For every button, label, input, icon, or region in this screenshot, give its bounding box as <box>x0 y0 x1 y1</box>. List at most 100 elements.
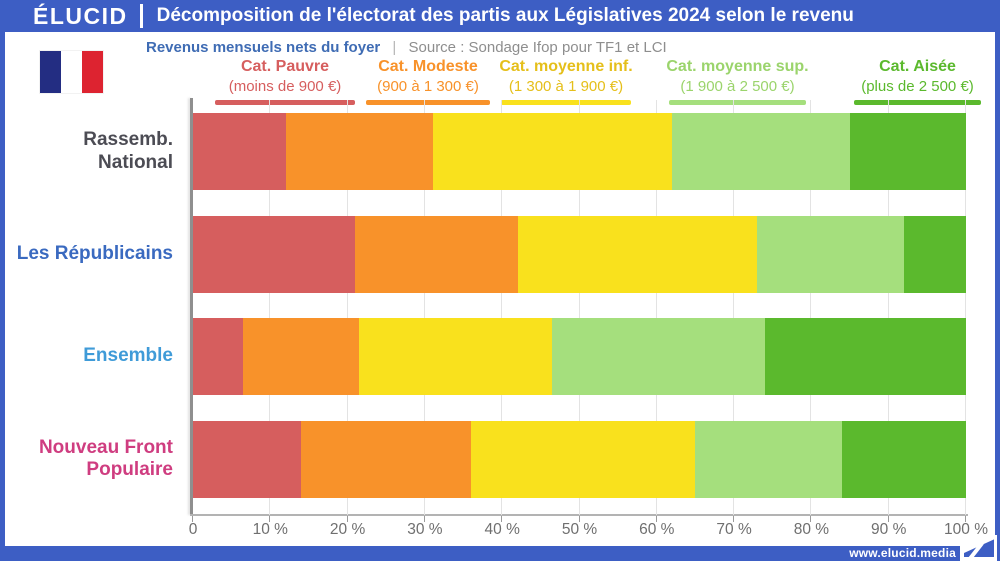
category-label: Nouveau Front Populaire <box>38 436 173 480</box>
tick-label: 50 % <box>561 521 598 538</box>
bar-segment-cat-pauvre <box>193 113 286 190</box>
legend-swatch <box>365 99 491 105</box>
bar-segment-cat-moyenne-inf- <box>471 420 696 498</box>
legend-range: (plus de 2 500 €) <box>861 77 974 95</box>
axis-tick <box>655 516 657 522</box>
french-flag-icon <box>40 51 103 93</box>
legend-title: Cat. moyenne inf. <box>499 58 633 75</box>
tick-label: 90 % <box>871 521 907 538</box>
bar-segment-cat-ais-e <box>842 420 966 498</box>
category-label: Rassemb. National <box>83 129 173 173</box>
gridline <box>346 100 348 515</box>
legend-swatch <box>853 99 982 105</box>
legend-item: Cat. moyenne sup. (1 900 à 2 500 €) <box>660 58 815 105</box>
axis-tick <box>578 516 580 522</box>
gridline <box>965 100 966 515</box>
subtitle-separator: | <box>392 39 397 56</box>
bar-segment-cat-ais-e <box>850 113 966 190</box>
bar-segment-cat-moyenne-sup- <box>672 113 851 190</box>
legend-range: (1 300 à 1 900 €) <box>508 77 624 95</box>
bar-segment-cat-moyenne-sup- <box>695 420 843 498</box>
bar-segment-cat-moyenne-sup- <box>757 215 905 293</box>
subtitle-label: Revenus mensuels nets du foyer <box>146 39 381 56</box>
flag-blue-stripe <box>40 51 61 93</box>
legend-range: (moins de 900 €) <box>228 77 342 95</box>
bar-segment-cat-modeste <box>243 318 360 395</box>
tick-label: 40 % <box>484 521 520 538</box>
gridline <box>887 100 889 515</box>
bar-row <box>193 318 966 395</box>
elucid-logo: ÉLUCID <box>33 2 128 29</box>
bar-segment-cat-moyenne-inf- <box>359 318 553 395</box>
axis-tick <box>501 516 503 522</box>
legend-title: Cat. Modeste <box>378 58 478 75</box>
tick-label: 70 % <box>716 521 752 538</box>
bar-row <box>193 215 966 293</box>
legend-swatch <box>500 99 632 105</box>
gridline <box>810 100 812 515</box>
axis-tick <box>269 516 271 522</box>
legend-item: Cat. moyenne inf. (1 300 à 1 900 €) <box>492 58 640 105</box>
legend-item: Cat. Modeste (900 à 1 300 €) <box>357 58 499 105</box>
bar-segment-cat-moyenne-sup- <box>552 318 765 395</box>
gridline <box>655 100 657 515</box>
elucid-mark-icon <box>960 535 997 561</box>
header-band: ÉLUCID Décomposition de l'électorat des … <box>0 0 1000 32</box>
website-url: www.elucid.media <box>849 546 956 560</box>
bar-segment-cat-ais-e <box>904 215 966 293</box>
left-border <box>0 0 5 561</box>
plot-area: 0 10 % 20 % 30 % 40 % 50 % 60 % 70 % 80 % 90 % 100… <box>189 98 988 538</box>
bar-row <box>193 113 966 190</box>
gridline <box>501 100 503 515</box>
legend-title: Cat. Aisée <box>879 58 956 75</box>
tick-label: 0 <box>188 521 198 538</box>
legend-item: Cat. Aisée (plus de 2 500 €) <box>845 58 990 105</box>
party-labels: Rassemb. National Les Républicains Ensembl… <box>0 100 183 515</box>
gridline <box>269 100 271 515</box>
legend-title: Cat. moyenne sup. <box>666 58 809 75</box>
axis-tick <box>192 516 193 522</box>
bar-segment-cat-moyenne-inf- <box>517 215 758 293</box>
footer-band: www.elucid.media <box>0 546 1000 561</box>
bar-segment-cat-pauvre <box>193 318 244 395</box>
axis-tick <box>733 516 735 522</box>
category-label: Les Républicains <box>16 242 173 264</box>
tick-label: 10 % <box>252 521 288 538</box>
legend-range: (900 à 1 300 €) <box>377 77 479 95</box>
tick-label: 30 % <box>407 521 443 538</box>
header-divider <box>139 4 143 28</box>
gridline <box>423 100 425 515</box>
axis-tick <box>423 516 425 522</box>
axis-tick <box>810 516 812 522</box>
category-label: Ensemble <box>83 345 173 367</box>
gridline <box>578 100 580 515</box>
right-border <box>995 0 1000 561</box>
bar-segment-cat-pauvre <box>193 215 356 293</box>
legend-range: (1 900 à 2 500 €) <box>680 77 795 95</box>
gridline <box>733 100 735 515</box>
page-title: Décomposition de l'électorat des partis … <box>156 5 854 26</box>
bar-segment-cat-modeste <box>301 420 472 498</box>
legend-title: Cat. Pauvre <box>240 58 330 75</box>
x-axis-line <box>190 514 968 516</box>
tick-label: 20 % <box>329 521 366 538</box>
legend-swatch <box>214 99 356 105</box>
y-axis-line <box>190 98 193 515</box>
axis-tick <box>887 516 889 522</box>
tick-label: 100 % <box>944 521 988 538</box>
bar-segment-cat-modeste <box>355 215 518 293</box>
axis-tick <box>346 516 348 522</box>
source-text: Source : Sondage Ifop pour TF1 et LCI <box>408 39 667 56</box>
tick-label: 80 % <box>793 521 830 538</box>
flag-red-stripe <box>82 51 103 93</box>
bar-segment-cat-pauvre <box>193 420 302 498</box>
axis-tick <box>965 516 966 522</box>
flag-white-stripe <box>61 51 82 93</box>
legend-item: Cat. Pauvre (moins de 900 €) <box>205 58 365 105</box>
tick-label: 60 % <box>639 521 675 538</box>
legend-swatch <box>669 99 806 105</box>
bar-row <box>193 420 966 498</box>
bar-segment-cat-modeste <box>285 113 433 190</box>
subtitle-row: Revenus mensuels nets du foyer | Source … <box>146 39 667 56</box>
